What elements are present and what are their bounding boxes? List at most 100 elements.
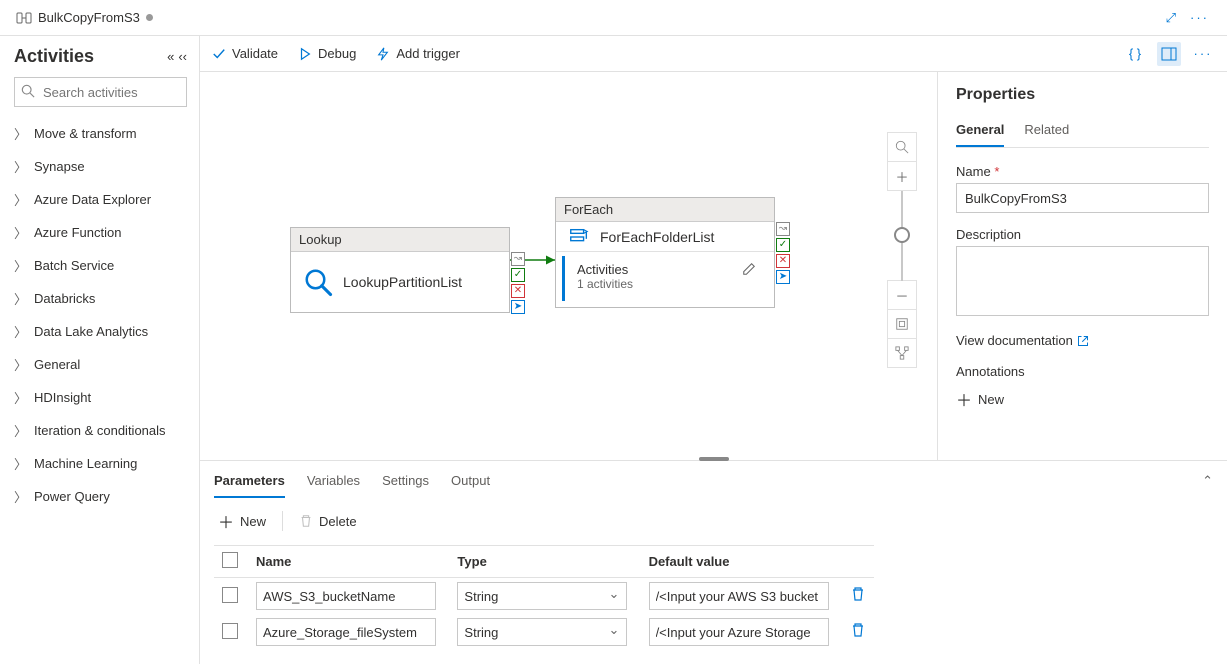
tab-parameters[interactable]: Parameters: [214, 465, 285, 498]
view-documentation-link[interactable]: View documentation: [956, 333, 1089, 348]
pipeline-canvas[interactable]: Lookup LookupPartitionList ↝ ✓ ✕ ➤ ForEa…: [200, 72, 937, 460]
more-icon[interactable]: ···: [1190, 10, 1209, 25]
col-default: Default value: [641, 546, 842, 578]
activity-category[interactable]: 〉 Azure Data Explorer: [14, 183, 187, 216]
activity-category[interactable]: 〉Data Lake Analytics: [14, 315, 187, 348]
activities-search-input[interactable]: [14, 77, 187, 107]
param-type-select[interactable]: [457, 618, 627, 646]
chevron-right-icon: 〉: [14, 190, 26, 209]
canvas-search-icon[interactable]: [887, 132, 917, 162]
properties-panel: Properties General Related Name * Descri…: [937, 72, 1227, 460]
pipeline-description-input[interactable]: [956, 246, 1209, 316]
tab-settings[interactable]: Settings: [382, 465, 429, 498]
port-skip-icon[interactable]: ➤: [511, 300, 525, 314]
activity-category[interactable]: 〉Move & transform: [14, 117, 187, 150]
collapse-panel-icon[interactable]: ‹‹: [178, 49, 187, 64]
chevron-right-icon: 〉: [14, 124, 26, 143]
row-checkbox[interactable]: [222, 623, 238, 639]
port-completion-icon[interactable]: ↝: [776, 222, 790, 236]
category-label: Batch Service: [34, 258, 114, 273]
activity-category[interactable]: 〉 General: [14, 348, 187, 381]
row-checkbox[interactable]: [222, 587, 238, 603]
delete-row-icon[interactable]: [850, 589, 866, 606]
chevron-right-icon: 〉: [14, 421, 26, 440]
param-name-input[interactable]: [256, 618, 436, 646]
port-success-icon[interactable]: ✓: [776, 238, 790, 252]
category-label: Power Query: [34, 489, 110, 504]
port-failure-icon[interactable]: ✕: [776, 254, 790, 268]
delete-parameter-button[interactable]: Delete: [299, 514, 357, 529]
properties-title: Properties: [956, 86, 1209, 104]
zoom-slider[interactable]: [887, 191, 917, 281]
param-type-select[interactable]: [457, 582, 627, 610]
category-label: Azure Data Explorer: [34, 192, 151, 207]
debug-button[interactable]: Debug: [298, 46, 356, 61]
port-success-icon[interactable]: ✓: [511, 268, 525, 282]
zoom-out-icon[interactable]: －: [887, 280, 917, 310]
pipeline-name-input[interactable]: [956, 183, 1209, 213]
search-icon: [21, 84, 35, 101]
activity-category[interactable]: 〉Synapse: [14, 150, 187, 183]
foreach-activities-count: 1 activities: [577, 277, 633, 291]
activity-category[interactable]: 〉Databricks: [14, 282, 187, 315]
name-label: Name *: [956, 164, 1209, 179]
add-trigger-button[interactable]: Add trigger: [376, 46, 460, 61]
activity-category[interactable]: 〉 HDInsight: [14, 381, 187, 414]
expand-icon[interactable]: ⤢: [1166, 10, 1176, 26]
add-annotation-button[interactable]: ＋New: [956, 387, 1209, 411]
foreach-icon: [568, 226, 590, 248]
tab-variables[interactable]: Variables: [307, 465, 360, 498]
chevron-right-icon: 〉: [14, 256, 26, 275]
activities-title: Activities: [14, 46, 94, 67]
lookup-activity-node[interactable]: Lookup LookupPartitionList ↝ ✓ ✕ ➤: [290, 227, 510, 313]
zoom-in-icon[interactable]: ＋: [887, 161, 917, 191]
lookup-type-label: Lookup: [291, 228, 509, 252]
param-name-input[interactable]: [256, 582, 436, 610]
pipeline-tab[interactable]: BulkCopyFromS3: [8, 6, 161, 30]
activity-category[interactable]: 〉 Machine Learning: [14, 447, 187, 480]
delete-row-icon[interactable]: [850, 625, 866, 642]
chevron-right-icon: 〉: [14, 157, 26, 176]
chevron-right-icon: 〉: [14, 355, 26, 374]
auto-layout-icon[interactable]: [887, 338, 917, 368]
tab-general[interactable]: General: [956, 116, 1004, 147]
param-default-input[interactable]: [649, 582, 829, 610]
chevron-right-icon: 〉: [14, 388, 26, 407]
tab-related[interactable]: Related: [1024, 116, 1069, 147]
category-label: General: [34, 357, 80, 372]
pipeline-tab-bar: BulkCopyFromS3 ⤢ ···: [0, 0, 1227, 36]
select-all-checkbox[interactable]: [222, 552, 238, 568]
category-label: Iteration & conditionals: [34, 423, 166, 438]
activity-category[interactable]: 〉Azure Function: [14, 216, 187, 249]
pipeline-toolbar: Validate Debug Add trigger { } ···: [200, 36, 1227, 72]
category-label: Machine Learning: [34, 456, 137, 471]
code-view-icon[interactable]: { }: [1123, 42, 1147, 66]
port-completion-icon[interactable]: ↝: [511, 252, 525, 266]
activity-category[interactable]: 〉 Batch Service: [14, 249, 187, 282]
new-parameter-button[interactable]: ＋New: [218, 509, 266, 533]
zoom-fit-icon[interactable]: [887, 309, 917, 339]
port-failure-icon[interactable]: ✕: [511, 284, 525, 298]
lookup-icon: [303, 267, 333, 297]
parameters-table: Name Type Default value: [214, 545, 874, 650]
foreach-type-label: ForEach: [556, 198, 774, 222]
toolbar-more-icon[interactable]: ···: [1191, 42, 1215, 66]
collapse-bottom-panel-icon[interactable]: ⌃: [1202, 473, 1213, 489]
validate-button[interactable]: Validate: [212, 46, 278, 61]
edit-activities-icon[interactable]: [742, 262, 756, 279]
foreach-activity-node[interactable]: ForEach ForEachFolderList Activities 1 a…: [555, 197, 775, 308]
chevron-right-icon: 〉: [14, 454, 26, 473]
category-label: Databricks: [34, 291, 95, 306]
tab-output[interactable]: Output: [451, 465, 490, 498]
collapse-all-icon[interactable]: «: [167, 49, 174, 64]
col-name: Name: [248, 546, 449, 578]
port-skip-icon[interactable]: ➤: [776, 270, 790, 284]
lookup-name: LookupPartitionList: [343, 274, 462, 290]
activities-panel: Activities « ‹‹ 〉Move & transform〉Synaps…: [0, 36, 200, 664]
properties-toggle-icon[interactable]: [1157, 42, 1181, 66]
activity-category[interactable]: 〉Power Query: [14, 480, 187, 513]
param-default-input[interactable]: [649, 618, 829, 646]
activity-category[interactable]: 〉 Iteration & conditionals: [14, 414, 187, 447]
category-label: HDInsight: [34, 390, 91, 405]
panel-resize-handle[interactable]: [699, 457, 729, 461]
